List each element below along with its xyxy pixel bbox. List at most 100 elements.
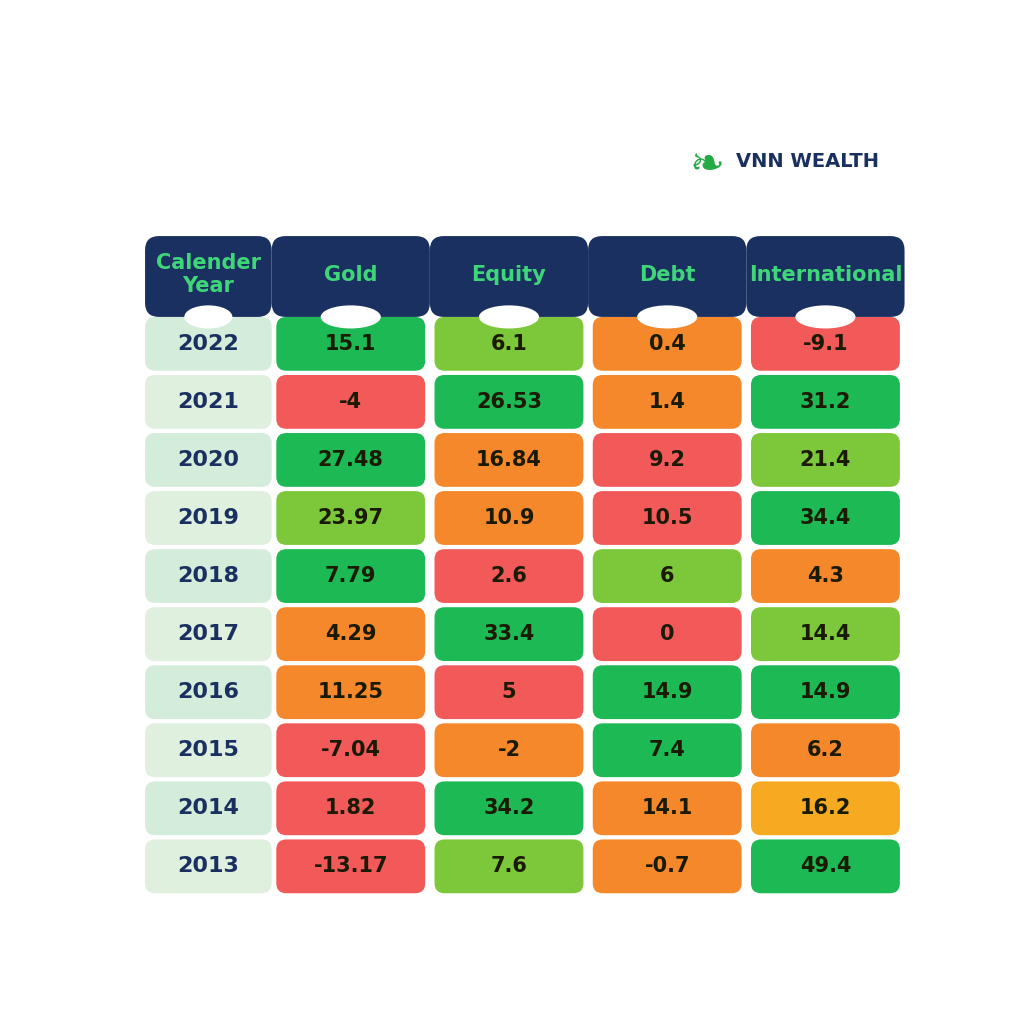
- FancyBboxPatch shape: [593, 723, 741, 777]
- FancyBboxPatch shape: [276, 375, 425, 429]
- FancyBboxPatch shape: [145, 549, 271, 603]
- FancyBboxPatch shape: [593, 375, 741, 429]
- Text: 2014: 2014: [177, 799, 240, 818]
- FancyBboxPatch shape: [434, 549, 584, 603]
- Text: -2: -2: [498, 740, 520, 760]
- Text: -9.1: -9.1: [803, 334, 848, 354]
- Text: 34.2: 34.2: [483, 799, 535, 818]
- Text: 14.1: 14.1: [641, 799, 693, 818]
- Text: 6.1: 6.1: [490, 334, 527, 354]
- Text: -7.04: -7.04: [321, 740, 381, 760]
- Text: 5: 5: [502, 682, 516, 702]
- Text: 11.25: 11.25: [317, 682, 384, 702]
- FancyBboxPatch shape: [751, 549, 900, 603]
- Text: 7.79: 7.79: [325, 566, 377, 586]
- FancyBboxPatch shape: [593, 666, 741, 719]
- Ellipse shape: [637, 305, 697, 329]
- FancyBboxPatch shape: [751, 375, 900, 429]
- Text: -13.17: -13.17: [313, 856, 388, 877]
- Text: 10.9: 10.9: [483, 508, 535, 528]
- Text: 4.29: 4.29: [325, 624, 377, 644]
- FancyBboxPatch shape: [434, 607, 584, 662]
- Text: 0.4: 0.4: [649, 334, 686, 354]
- Text: 1.82: 1.82: [325, 799, 377, 818]
- FancyBboxPatch shape: [276, 666, 425, 719]
- Text: 7.4: 7.4: [649, 740, 686, 760]
- FancyBboxPatch shape: [593, 549, 741, 603]
- FancyBboxPatch shape: [593, 607, 741, 662]
- Text: 6: 6: [659, 566, 675, 586]
- FancyBboxPatch shape: [751, 433, 900, 486]
- Text: -4: -4: [339, 392, 362, 412]
- Text: 2021: 2021: [177, 392, 240, 412]
- Text: ❧: ❧: [690, 144, 725, 186]
- FancyBboxPatch shape: [751, 723, 900, 777]
- FancyBboxPatch shape: [593, 433, 741, 486]
- FancyBboxPatch shape: [593, 840, 741, 893]
- Text: 31.2: 31.2: [800, 392, 851, 412]
- FancyBboxPatch shape: [751, 316, 900, 371]
- FancyBboxPatch shape: [276, 433, 425, 486]
- Ellipse shape: [796, 305, 855, 329]
- Text: 0: 0: [659, 624, 675, 644]
- Text: Calender
Year: Calender Year: [156, 253, 261, 297]
- Text: 2015: 2015: [177, 740, 240, 760]
- FancyBboxPatch shape: [145, 607, 271, 662]
- Text: 16.84: 16.84: [476, 450, 542, 470]
- Ellipse shape: [184, 305, 232, 329]
- Text: 10.5: 10.5: [641, 508, 693, 528]
- Text: 2017: 2017: [177, 624, 240, 644]
- Text: 26.53: 26.53: [476, 392, 542, 412]
- FancyBboxPatch shape: [276, 549, 425, 603]
- Text: VNN WEALTH: VNN WEALTH: [736, 152, 880, 171]
- FancyBboxPatch shape: [434, 375, 584, 429]
- Text: 2020: 2020: [177, 450, 240, 470]
- Text: 7.6: 7.6: [490, 856, 527, 877]
- FancyBboxPatch shape: [434, 723, 584, 777]
- Text: International: International: [749, 265, 902, 285]
- Ellipse shape: [479, 305, 539, 329]
- Text: 23.97: 23.97: [317, 508, 384, 528]
- FancyBboxPatch shape: [593, 781, 741, 836]
- Text: Debt: Debt: [639, 265, 695, 285]
- FancyBboxPatch shape: [276, 840, 425, 893]
- FancyBboxPatch shape: [751, 666, 900, 719]
- FancyBboxPatch shape: [276, 492, 425, 545]
- FancyBboxPatch shape: [434, 492, 584, 545]
- Text: 15.1: 15.1: [325, 334, 377, 354]
- FancyBboxPatch shape: [434, 433, 584, 486]
- FancyBboxPatch shape: [434, 666, 584, 719]
- FancyBboxPatch shape: [145, 316, 271, 371]
- Text: 4.3: 4.3: [807, 566, 844, 586]
- Text: 1.4: 1.4: [649, 392, 686, 412]
- Text: 2022: 2022: [177, 334, 240, 354]
- FancyBboxPatch shape: [145, 723, 271, 777]
- FancyBboxPatch shape: [145, 492, 271, 545]
- Text: 14.9: 14.9: [800, 682, 851, 702]
- Text: 49.4: 49.4: [800, 856, 851, 877]
- FancyBboxPatch shape: [276, 723, 425, 777]
- Text: 2013: 2013: [177, 856, 240, 877]
- Text: 2019: 2019: [177, 508, 240, 528]
- Text: 9.2: 9.2: [649, 450, 686, 470]
- Text: 2.6: 2.6: [490, 566, 527, 586]
- FancyBboxPatch shape: [271, 237, 430, 316]
- FancyBboxPatch shape: [588, 237, 746, 316]
- Text: 34.4: 34.4: [800, 508, 851, 528]
- Text: -0.7: -0.7: [644, 856, 690, 877]
- FancyBboxPatch shape: [434, 840, 584, 893]
- Text: 33.4: 33.4: [483, 624, 535, 644]
- FancyBboxPatch shape: [751, 781, 900, 836]
- FancyBboxPatch shape: [751, 840, 900, 893]
- FancyBboxPatch shape: [434, 781, 584, 836]
- FancyBboxPatch shape: [746, 237, 904, 316]
- FancyBboxPatch shape: [145, 237, 271, 316]
- FancyBboxPatch shape: [751, 607, 900, 662]
- FancyBboxPatch shape: [276, 607, 425, 662]
- FancyBboxPatch shape: [751, 492, 900, 545]
- FancyBboxPatch shape: [145, 375, 271, 429]
- Text: Gold: Gold: [324, 265, 378, 285]
- FancyBboxPatch shape: [430, 237, 588, 316]
- Text: 14.9: 14.9: [641, 682, 693, 702]
- Ellipse shape: [321, 305, 381, 329]
